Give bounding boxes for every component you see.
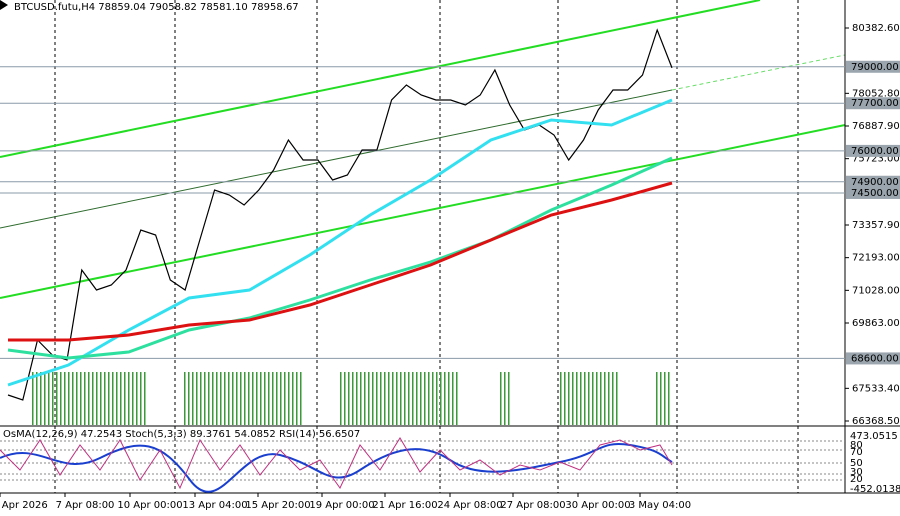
level-label: 79000.00 (851, 62, 899, 73)
indicator-axis-label: 30 (850, 467, 863, 478)
x-tick-label: 27 Apr 08:00 (500, 500, 565, 511)
stochastic-line (0, 437, 673, 490)
series-line (7, 156, 673, 360)
x-tick-label: 13 Apr 04:00 (182, 500, 247, 511)
indicator-axis-label: 20 (850, 474, 863, 485)
indicator-levels (0, 440, 845, 481)
x-tick-label: 19 Apr 00:00 (309, 500, 374, 511)
series-line (8, 181, 673, 342)
x-tick-label: 30 Apr 00:00 (565, 500, 630, 511)
y-tick-label: 67533.40 (852, 383, 900, 394)
x-tick-label: 21 Apr 16:00 (372, 500, 437, 511)
symbol-icon (0, 0, 8, 10)
level-label: 74500.00 (851, 188, 899, 199)
level-label: 76000.00 (851, 146, 899, 157)
level-label-box (846, 352, 900, 365)
indicator-title: OsMA(12,26,9) 47.2543 Stoch(5,3,3) 89.37… (3, 429, 360, 440)
level-label-box (846, 60, 900, 73)
indicator-axis-label: -452.0138 (850, 484, 900, 495)
y-tick-label: 71028.00 (852, 285, 900, 296)
indicator-axis-label: 70 (850, 447, 863, 458)
x-tick-label: 7 Apr 08:00 (56, 500, 115, 511)
indicator-axis-label: 50 (850, 458, 863, 469)
level-label: 74900.00 (851, 177, 899, 188)
trend-lines (0, 0, 846, 299)
level-label-box (846, 175, 900, 188)
y-tick-label: 66368.50 (852, 416, 900, 427)
x-tick-label: 24 Apr 08:00 (437, 500, 502, 511)
y-tick-label: 69863.00 (852, 318, 900, 329)
y-tick-label: 73357.90 (852, 220, 900, 231)
y-tick-label: 80382.60 (852, 23, 900, 34)
y-tick-label: 78052.80 (852, 88, 900, 99)
x-tick-label: 10 Apr 00:00 (117, 500, 182, 511)
y-tick-label: 72193.00 (852, 253, 900, 264)
x-tick-label: 3 Apr 2026 (0, 500, 48, 511)
level-label-box (846, 144, 900, 157)
indicator-axis-label: 473.0515 (850, 431, 898, 442)
indicator-axis-label: 80 (850, 440, 863, 451)
x-tick-label: 15 Apr 20:00 (245, 500, 310, 511)
y-tick-label: 75723.00 (852, 154, 900, 165)
series-line (7, 28, 673, 401)
volume-bars (30, 372, 671, 425)
x-tick-label: 3 May 04:00 (629, 500, 691, 511)
level-label-box (846, 97, 900, 110)
chart-title: BTCUSD.futu,H4 78859.04 79058.82 78581.1… (14, 2, 299, 13)
y-tick-label: 76887.90 (852, 121, 900, 132)
level-label: 68600.00 (851, 353, 899, 364)
level-label: 77700.00 (851, 98, 899, 109)
level-label-box (846, 186, 900, 199)
oscillator-line (0, 443, 673, 493)
